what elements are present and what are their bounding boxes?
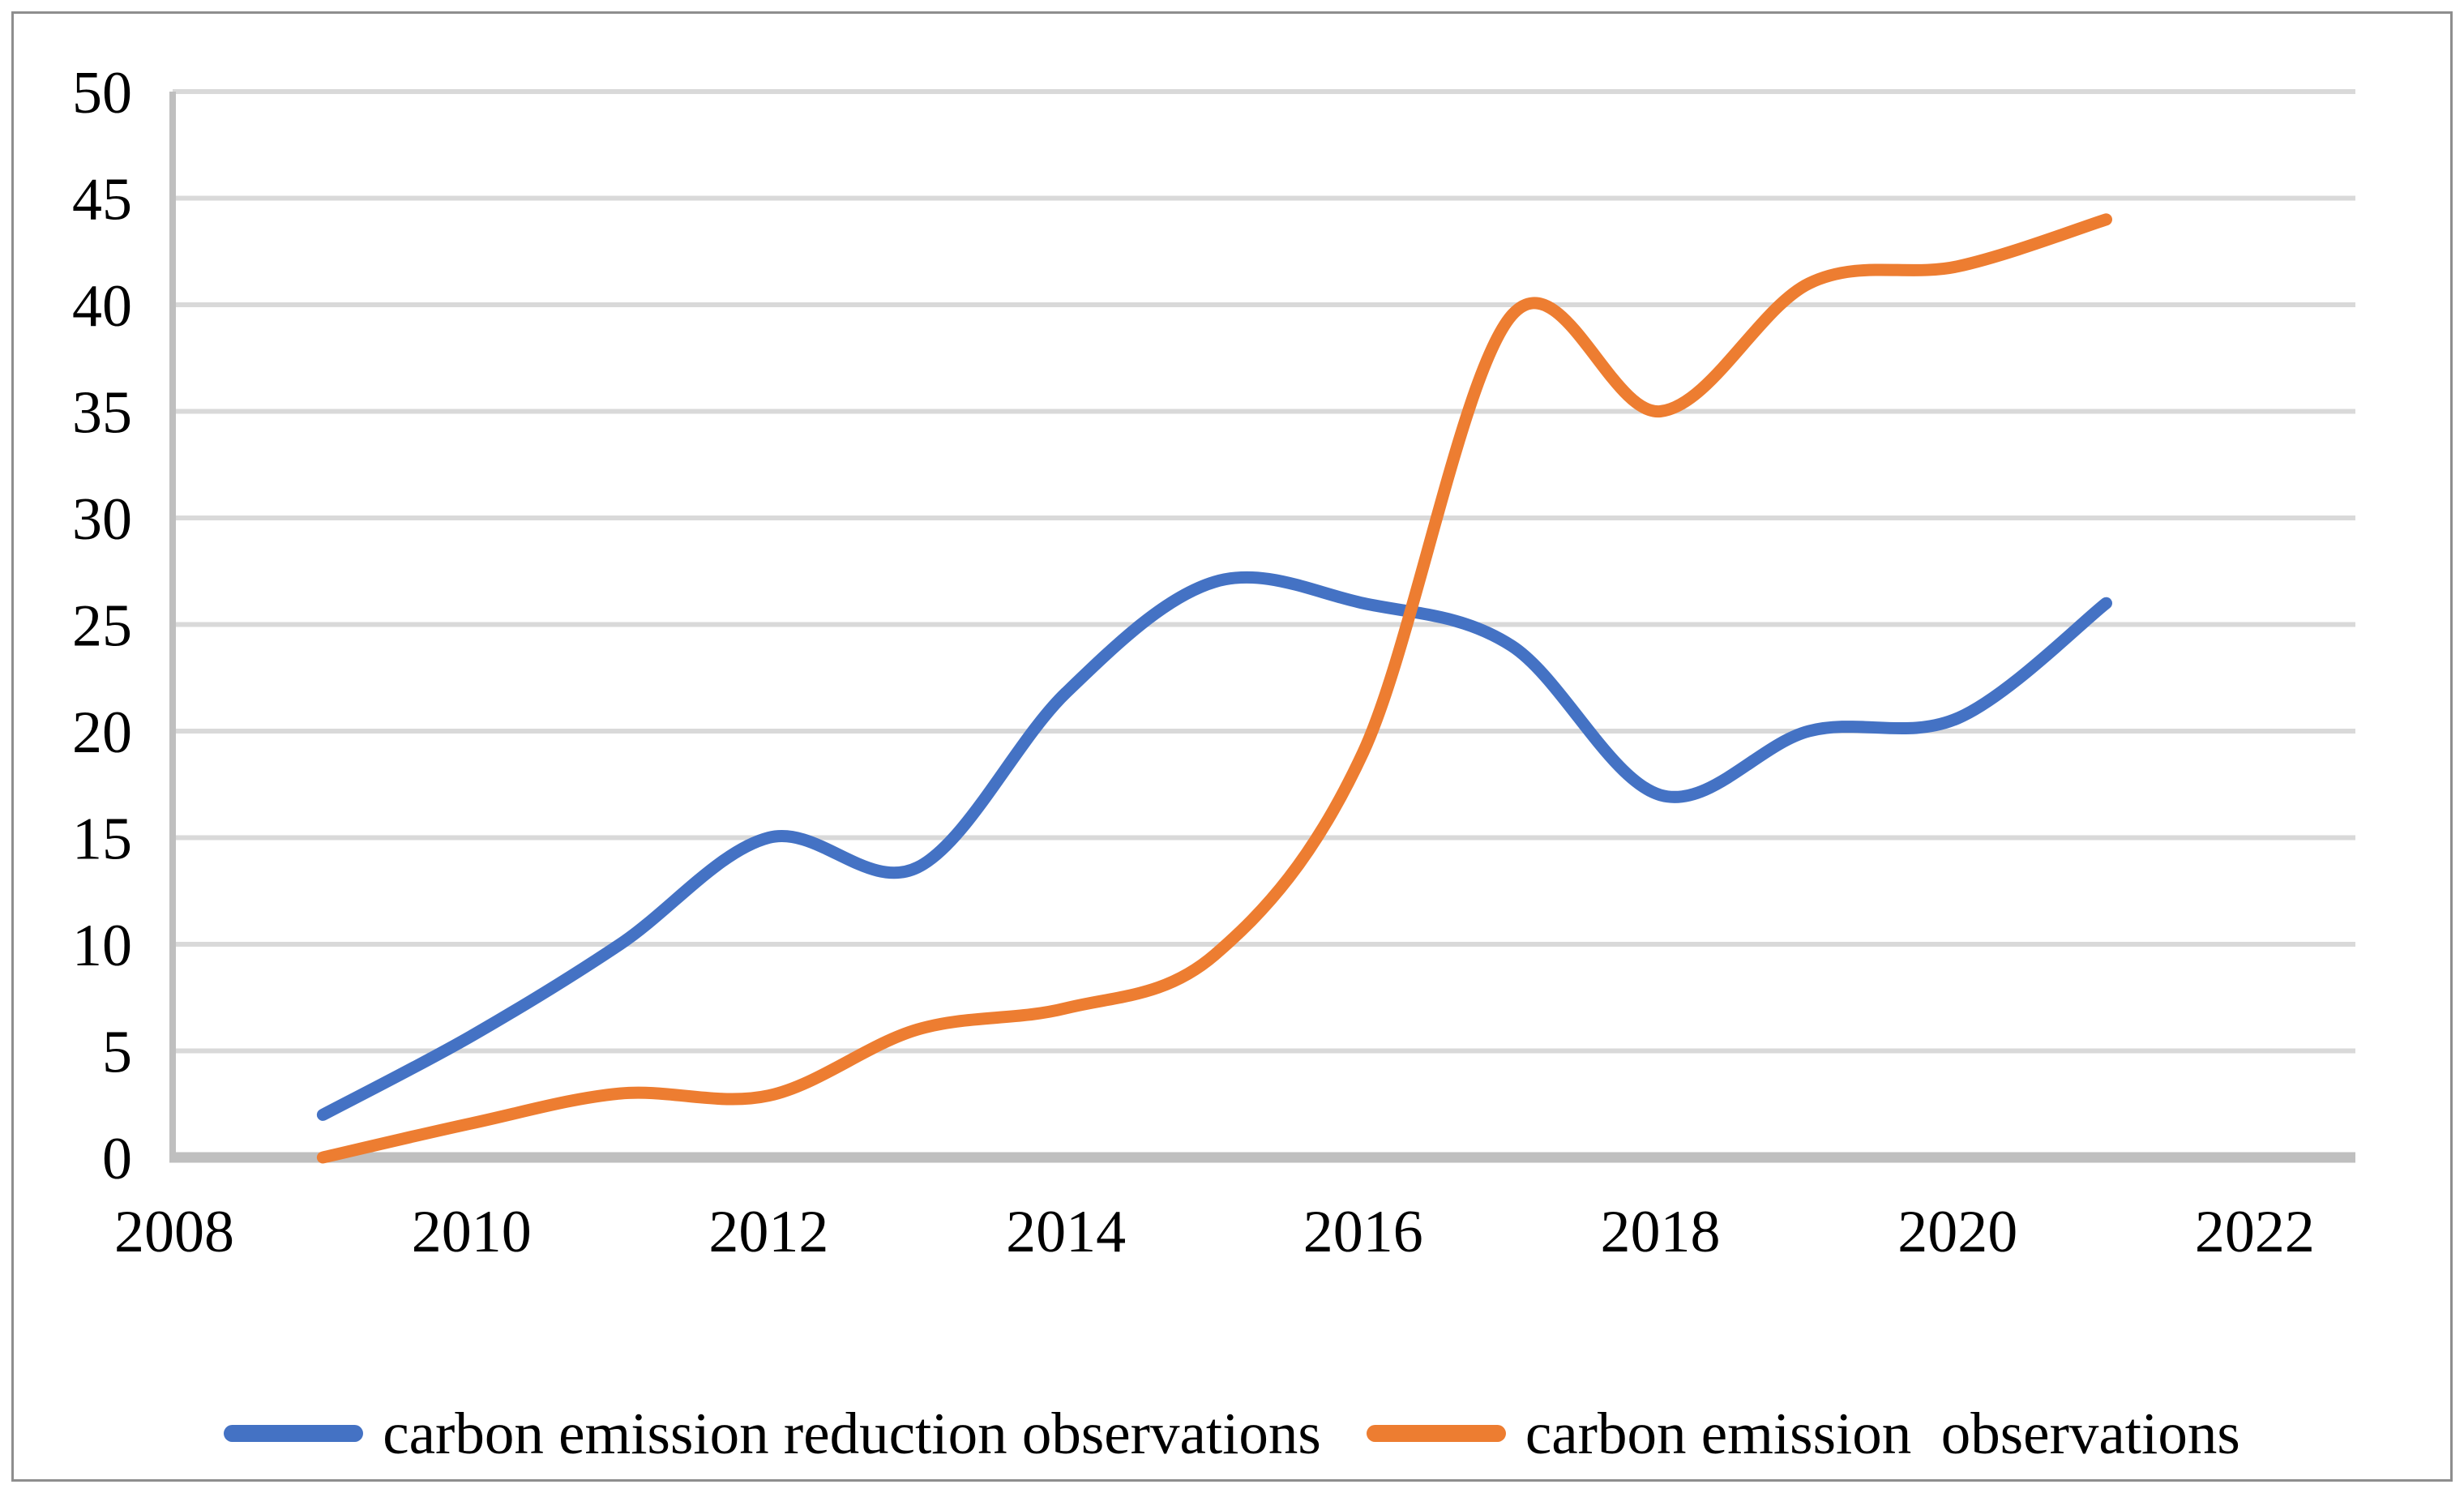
x-tick-label-2012: 2012	[708, 1199, 828, 1265]
x-tick-label-2014: 2014	[1006, 1199, 1126, 1265]
x-tick-label-2016: 2016	[1303, 1199, 1423, 1265]
y-tick-label-10: 10	[72, 913, 132, 979]
legend-line-swatch-orange	[1366, 1424, 1506, 1442]
y-tick-label-20: 20	[72, 699, 132, 766]
legend-item-carbon-emission: carbon emission observations	[1366, 1400, 2240, 1466]
y-tick-label-30: 30	[72, 486, 132, 553]
y-tick-label-45: 45	[72, 167, 132, 233]
legend-label: carbon emission observations	[1525, 1400, 2240, 1466]
y-tick-label-5: 5	[102, 1020, 132, 1086]
x-tick-label-2022: 2022	[2195, 1199, 2315, 1265]
x-tick-label-2008: 2008	[114, 1199, 234, 1265]
legend-line-swatch-blue	[224, 1424, 364, 1442]
y-tick-label-25: 25	[72, 593, 132, 660]
y-tick-label-35: 35	[72, 380, 132, 447]
y-tick-label-15: 15	[72, 806, 132, 873]
x-tick-label-2020: 2020	[1897, 1199, 2017, 1265]
y-tick-label-40: 40	[72, 273, 132, 340]
x-tick-label-2010: 2010	[412, 1199, 532, 1265]
x-tick-label-2018: 2018	[1601, 1199, 1721, 1265]
series-line-carbon-emission-reduction	[316, 571, 2112, 1121]
series-line-carbon-emission	[316, 213, 2112, 1164]
y-tick-label-50: 50	[72, 60, 132, 126]
legend-label: carbon emission reduction observations	[383, 1400, 1321, 1466]
y-tick-label-0: 0	[102, 1126, 132, 1192]
chart-legend: carbon emission reduction observations c…	[0, 1376, 2464, 1490]
legend-item-carbon-emission-reduction: carbon emission reduction observations	[224, 1404, 1321, 1463]
